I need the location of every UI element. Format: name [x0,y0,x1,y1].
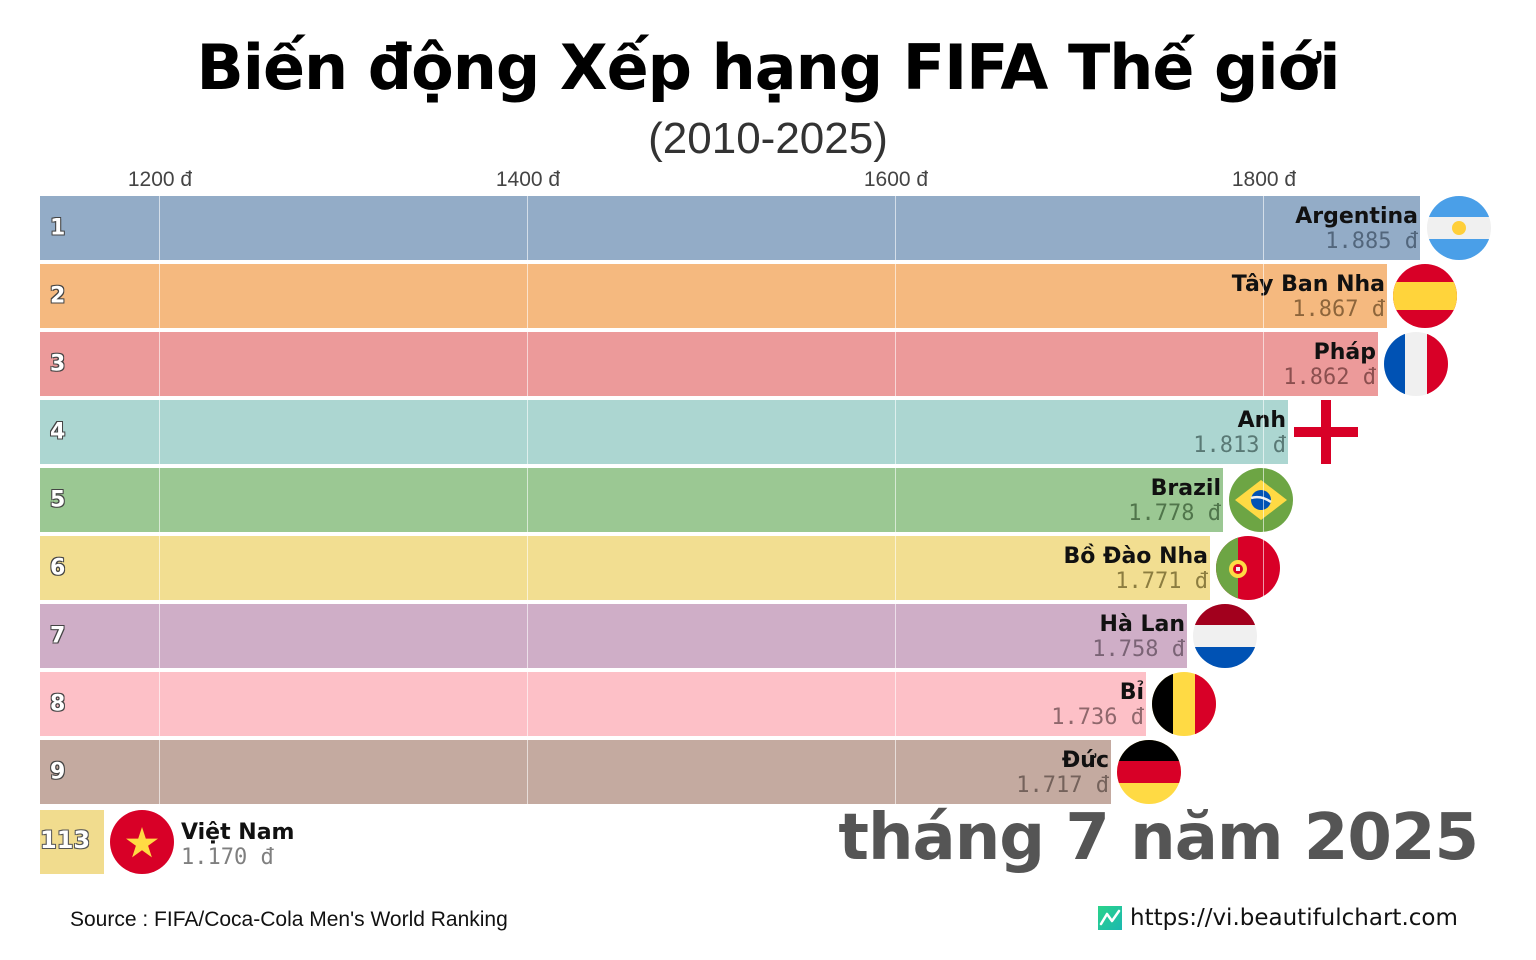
bar-row-brazil: 5 Brazil 1.778 đ [40,468,1223,532]
country-name: Bỉ [1119,680,1144,705]
country-name: Hà Lan [1099,612,1185,637]
points-value: 1.717 đ [1016,773,1109,798]
bar-label: Tây Ban Nha 1.867 đ [1232,272,1385,322]
site-link[interactable]: https://vi.beautifulchart.com [1098,905,1458,931]
points-value: 1.813 đ [1193,433,1286,458]
axis-tick-1200: 1200 đ [127,168,193,191]
points-value: 1.170 đ [181,845,274,870]
beautifulchart-logo-icon [1098,906,1122,930]
rank-label: 5 [50,487,66,513]
england-flag-icon [1294,400,1358,464]
points-value: 1.867 đ [1292,297,1385,322]
points-value: 1.771 đ [1115,569,1208,594]
bar-label: Hà Lan 1.758 đ [1092,612,1185,662]
rank-label: 4 [50,419,66,445]
spain-flag-icon [1393,264,1457,328]
rank-label: 3 [50,351,66,377]
rank-label: 1 [50,215,66,241]
bar-label: Bỉ 1.736 đ [1051,680,1144,730]
argentina-flag-icon [1427,196,1491,260]
country-name: Tây Ban Nha [1231,272,1385,297]
bar-row-portugal: 6 Bồ Đào Nha 1.771 đ [40,536,1210,600]
portugal-flag-icon [1216,536,1280,600]
gridline-1200 [159,196,160,808]
points-value: 1.736 đ [1051,705,1144,730]
country-name: Argentina [1295,204,1418,229]
period-label: tháng 7 năm 2025 [838,801,1479,875]
bar-label: Đức 1.717 đ [1016,748,1109,798]
rank-label: 7 [50,623,66,649]
chart-title: Biến động Xếp hạng FIFA Thế giới [196,31,1340,104]
germany-flag-icon [1117,740,1181,804]
rank-label: 9 [50,759,66,785]
country-name: Pháp [1313,340,1376,365]
country-name: Anh [1237,408,1286,433]
rank-label: 2 [50,283,66,309]
axis-tick-1800: 1800 đ [1231,168,1297,191]
bar-label: Argentina 1.885 đ [1295,204,1418,254]
chart-subtitle: (2010-2025) [648,114,888,163]
vietnam-flag-icon [110,810,174,874]
bar-row-netherlands: 7 Hà Lan 1.758 đ [40,604,1187,668]
country-name: Đức [1061,748,1109,773]
bar-row-belgium: 8 Bỉ 1.736 đ [40,672,1146,736]
source-credit: Source : FIFA/Coca-Cola Men's World Rank… [70,908,508,931]
bar-row-spain: 2 Tây Ban Nha 1.867 đ [40,264,1387,328]
gridline-1600 [895,196,896,808]
bar-label: Bồ Đào Nha 1.771 đ [1063,544,1208,594]
axis-tick-1400: 1400 đ [495,168,561,191]
points-value: 1.862 đ [1283,365,1376,390]
bar-label: Anh 1.813 đ [1193,408,1286,458]
bar-row-england: 4 Anh 1.813 đ [40,400,1288,464]
bar-row-germany: 9 Đức 1.717 đ [40,740,1111,804]
brazil-flag-icon [1229,468,1293,532]
points-value: 1.758 đ [1092,637,1185,662]
bar-label: Pháp 1.862 đ [1283,340,1376,390]
gridline-1400 [527,196,528,808]
gridline-1800 [1263,196,1264,808]
rank-label: 6 [50,555,66,581]
bar-label: Brazil 1.778 đ [1128,476,1221,526]
france-flag-icon [1384,332,1448,396]
netherlands-flag-icon [1193,604,1257,668]
axis-tick-1600: 1600 đ [863,168,929,191]
country-name: Brazil [1150,476,1221,501]
rank-label-vietnam: 113 [40,826,91,854]
points-value: 1.885 đ [1325,229,1418,254]
points-value: 1.778 đ [1128,501,1221,526]
bar-row-france: 3 Pháp 1.862 đ [40,332,1378,396]
bar-row-argentina: 1 Argentina 1.885 đ [40,196,1420,260]
site-url[interactable]: https://vi.beautifulchart.com [1130,905,1458,931]
belgium-flag-icon [1152,672,1216,736]
vietnam-label: Việt Nam 1.170 đ [181,820,294,870]
country-name: Bồ Đào Nha [1063,544,1208,569]
country-name: Việt Nam [181,820,295,845]
bar-row-vietnam [40,810,104,874]
rank-label: 8 [50,691,66,717]
